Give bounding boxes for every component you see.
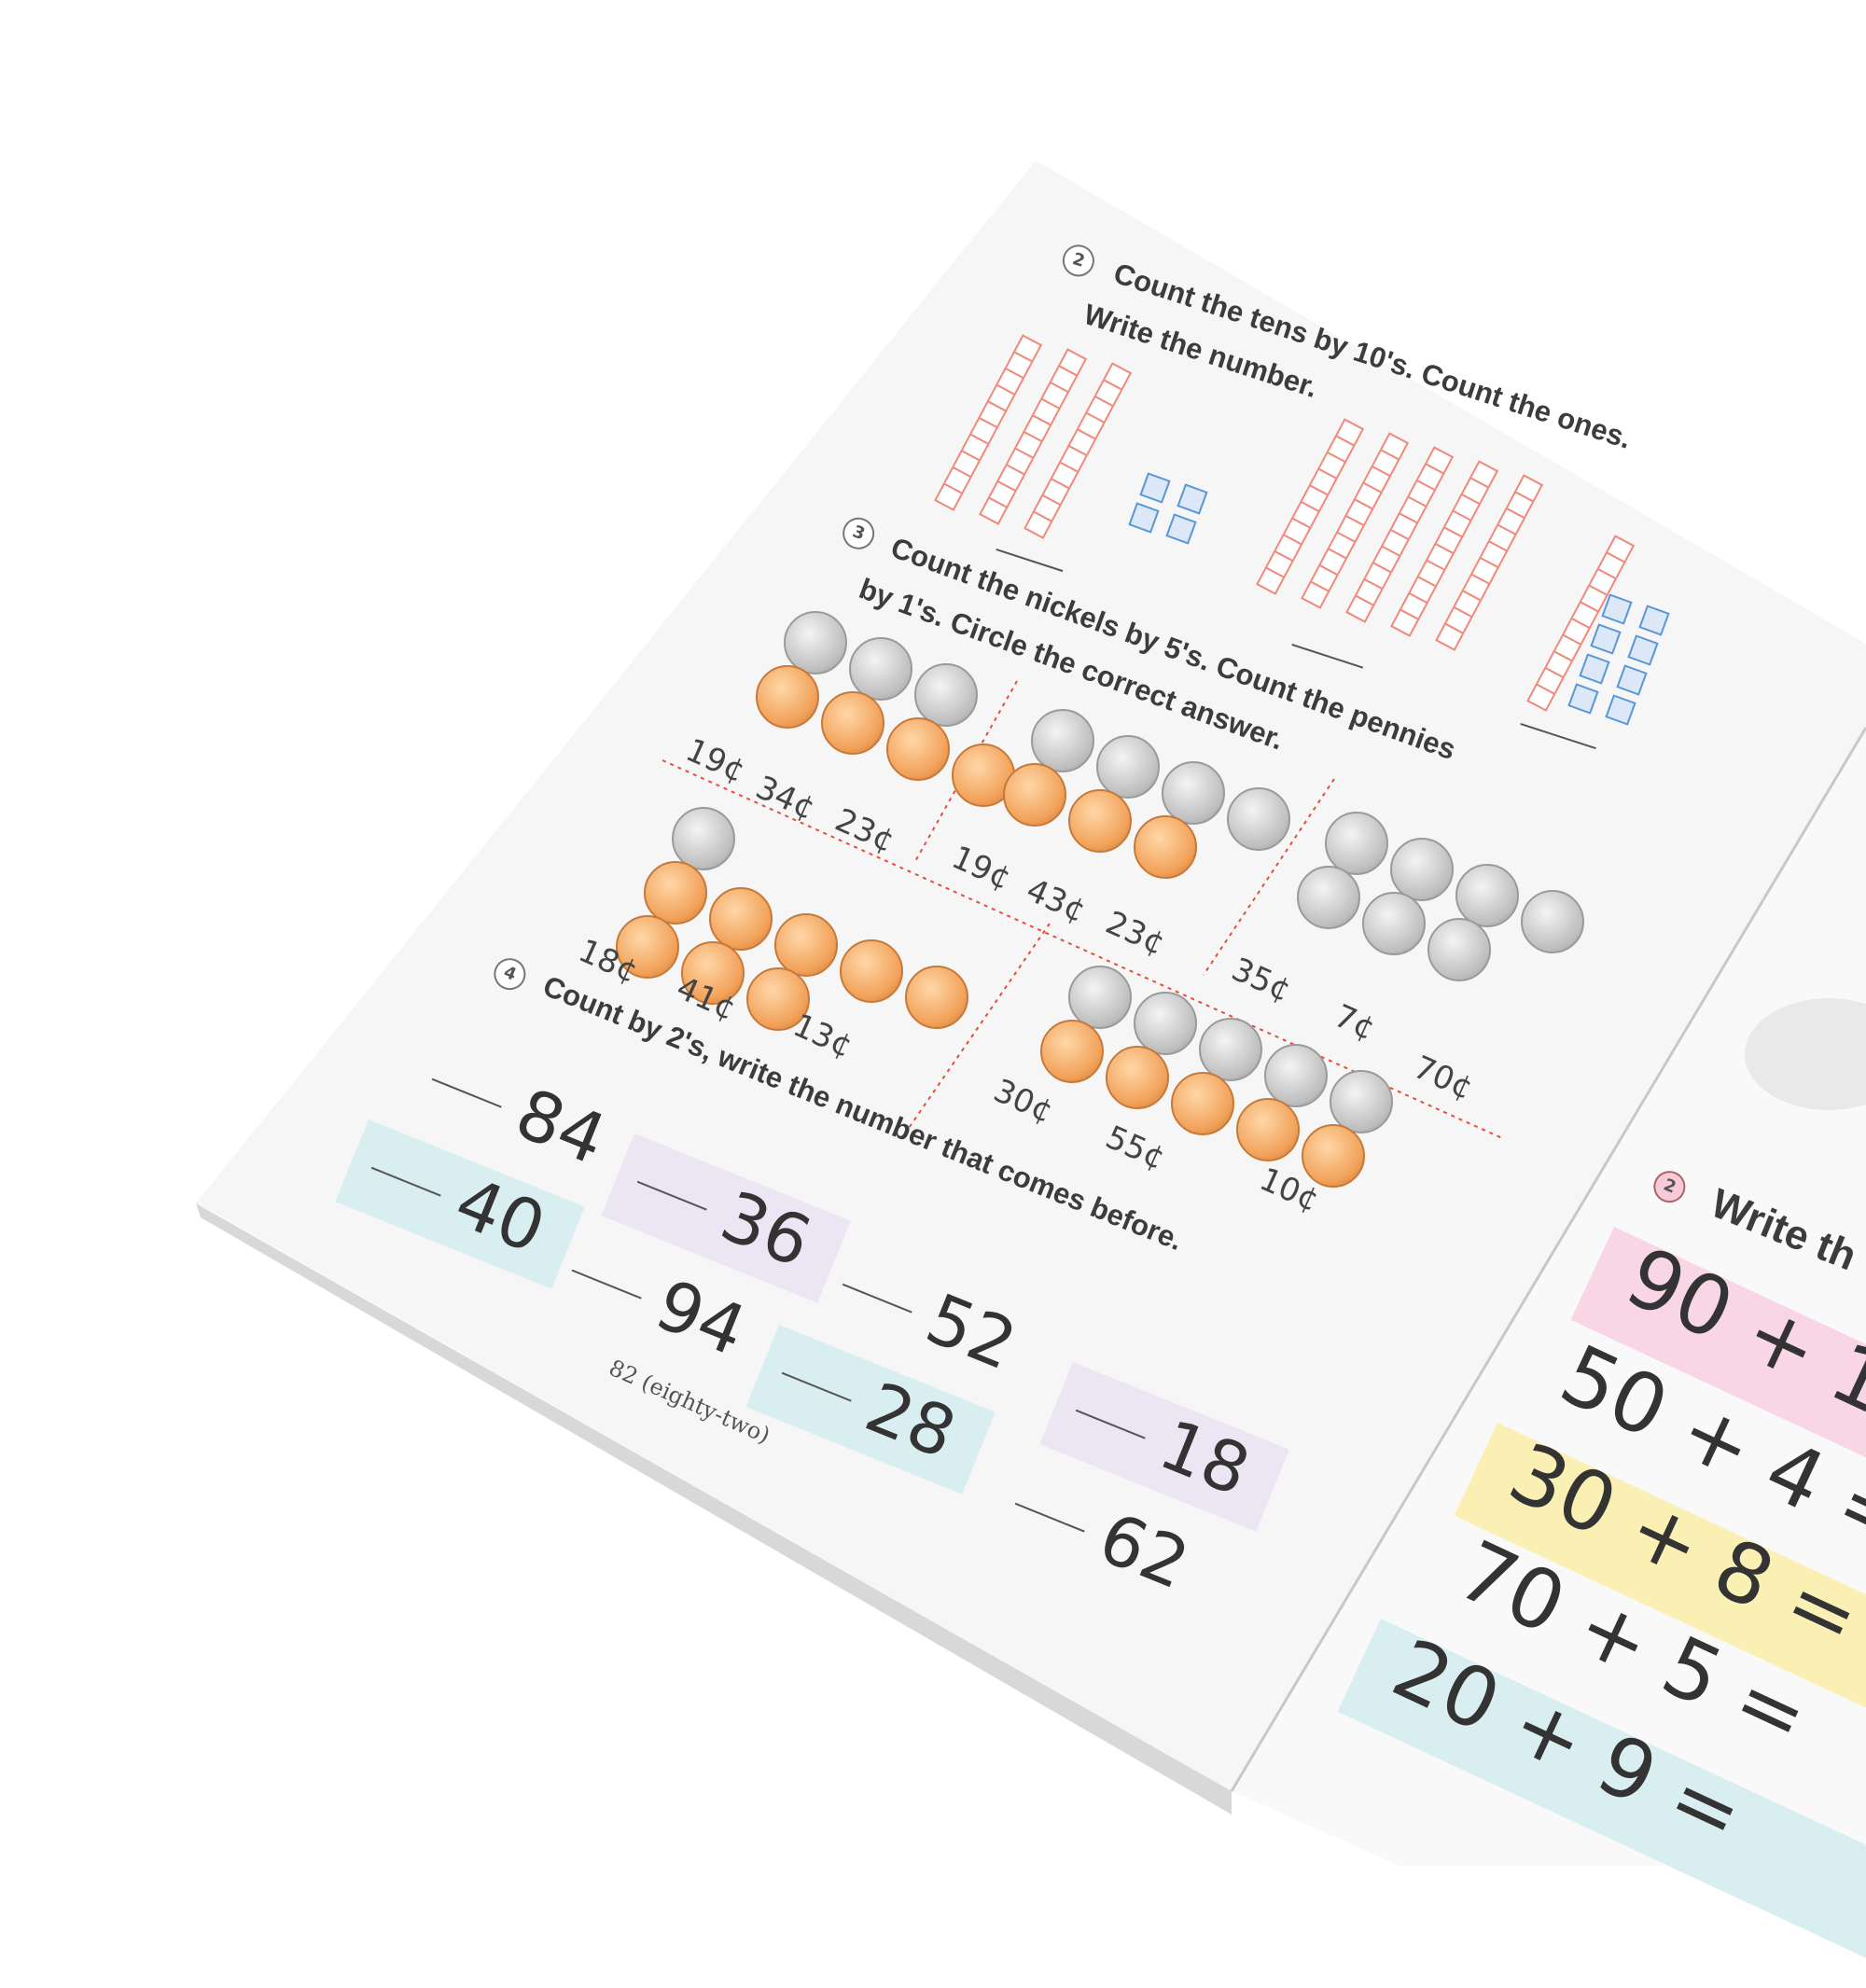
answer-blank[interactable]: [636, 1181, 707, 1212]
left-page: [196, 160, 1866, 1791]
book-background: [196, 160, 1866, 1814]
nickel-coin: [1455, 864, 1519, 927]
penny-coin: [681, 941, 745, 1005]
nickel-coin: [1521, 890, 1584, 953]
nickel-coin: [1325, 812, 1388, 875]
penny-coin: [616, 915, 679, 979]
nickel-coin: [1390, 838, 1454, 901]
nickel-coin: [849, 637, 912, 701]
penny-coin: [756, 665, 819, 729]
penny-coin: [1040, 1020, 1104, 1083]
nickel-coin: [1199, 1018, 1262, 1081]
nickel-coin: [1330, 1070, 1393, 1133]
nickel-coin: [1227, 787, 1290, 851]
penny-coin: [905, 966, 968, 1029]
penny-coin: [1302, 1124, 1365, 1188]
penny-coin: [644, 861, 707, 924]
penny-coin: [1106, 1046, 1169, 1109]
penny-coin: [821, 691, 884, 755]
page-edges: [196, 1203, 1232, 1814]
nickel-coin: [1427, 918, 1491, 981]
penny-coin: [746, 967, 810, 1031]
answer-blank[interactable]: [842, 1284, 912, 1314]
right-page-illustration: [1745, 998, 1866, 1110]
nickel-coin: [1297, 866, 1360, 929]
answer-blank[interactable]: [571, 1270, 642, 1300]
answer-blank[interactable]: [781, 1372, 852, 1403]
nickel-coin: [1068, 966, 1132, 1029]
penny-coin: [1134, 815, 1197, 879]
answer-blank[interactable]: [431, 1078, 502, 1109]
penny-coin: [840, 939, 903, 1003]
penny-coin: [709, 887, 773, 951]
nickel-coin: [672, 807, 735, 870]
nickel-coin: [1362, 892, 1426, 955]
penny-coin: [1236, 1098, 1300, 1161]
penny-coin: [1068, 789, 1132, 853]
nickel-coin: [1031, 709, 1094, 772]
nickel-coin: [1096, 735, 1160, 799]
answer-blank[interactable]: [370, 1167, 441, 1198]
penny-coin: [886, 717, 950, 781]
penny-coin: [1171, 1072, 1234, 1135]
penny-coin: [774, 913, 838, 977]
spine: [1230, 727, 1866, 1792]
answer-blank[interactable]: [1014, 1503, 1085, 1534]
nickel-coin: [784, 611, 847, 674]
nickel-coin: [1134, 992, 1197, 1055]
answer-blank[interactable]: [1075, 1410, 1146, 1440]
nickel-coin: [914, 663, 978, 727]
penny-coin: [1003, 763, 1066, 827]
nickel-coin: [1162, 761, 1225, 825]
nickel-coin: [1264, 1044, 1328, 1107]
